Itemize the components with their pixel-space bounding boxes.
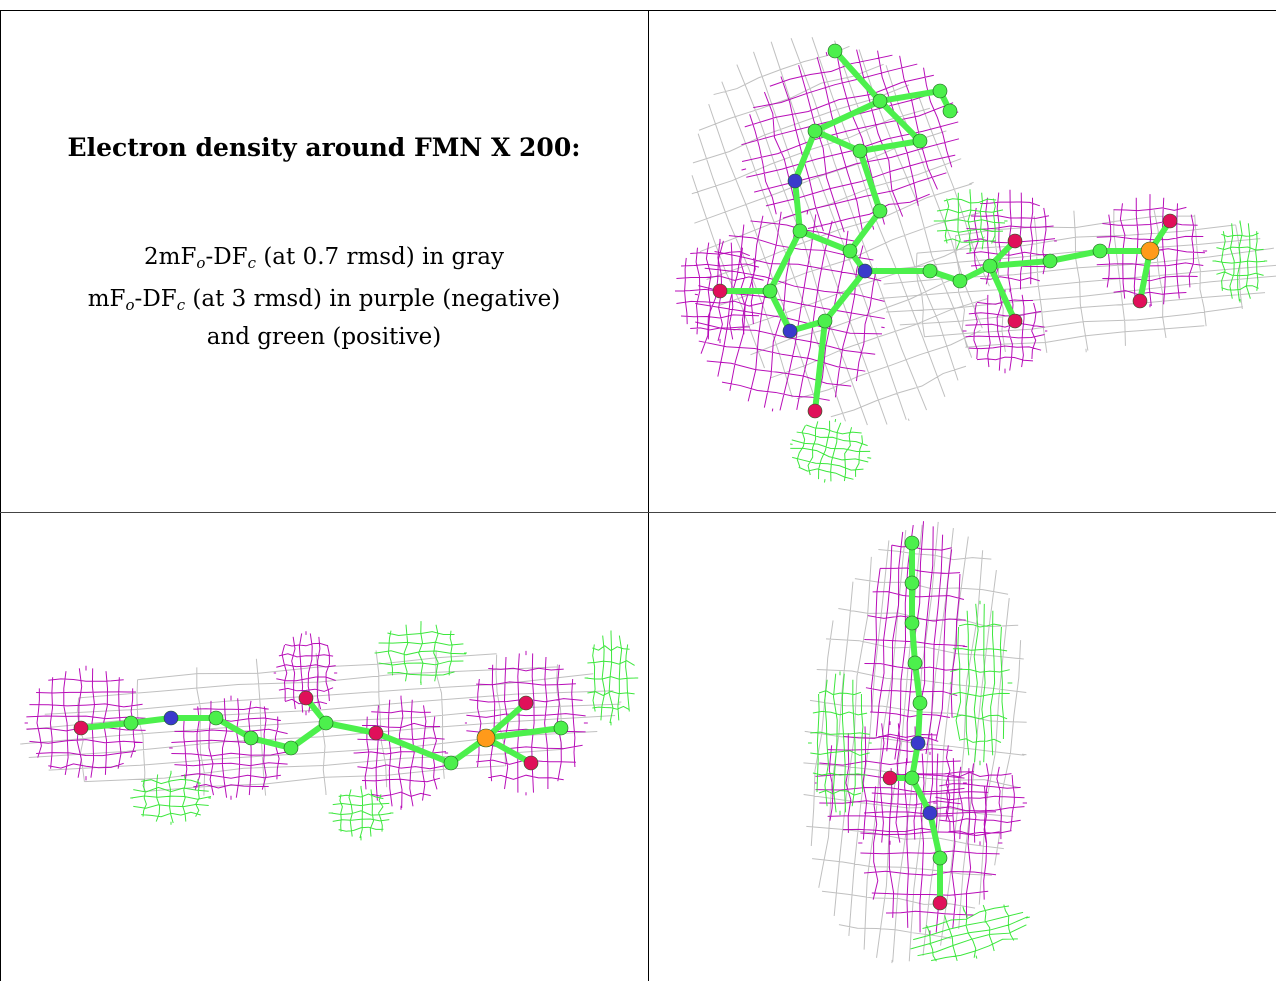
atom <box>243 730 259 746</box>
atom <box>904 575 920 591</box>
caption-line-1: 2mFo-DFc (at 0.7 rmsd) in gray <box>0 240 648 280</box>
atom <box>1092 243 1108 259</box>
atom <box>872 203 888 219</box>
caption-line-1-b: -DF <box>205 244 248 270</box>
density-panel-bottom-left <box>1 513 648 981</box>
atom <box>907 655 923 671</box>
density-mesh <box>169 695 293 800</box>
atom <box>73 720 89 736</box>
fmn-density-view-3-icon <box>803 521 1030 964</box>
atom <box>904 535 920 551</box>
atom <box>1007 313 1023 329</box>
caption-line-1-rest: (at 0.7 rmsd) in gray <box>256 244 504 270</box>
atom <box>1140 241 1160 261</box>
density-panel-top-right <box>650 11 1276 511</box>
atom <box>852 143 868 159</box>
density-mesh <box>879 209 1276 353</box>
caption-line-1-b-sub: c <box>247 254 257 272</box>
caption-line-3: and green (positive) <box>206 324 442 350</box>
atom <box>523 755 539 771</box>
atom <box>1162 213 1178 229</box>
atom <box>476 728 496 748</box>
density-mesh <box>464 650 588 796</box>
atom <box>904 615 920 631</box>
caption-line-2-b: -DF <box>134 286 177 312</box>
atom <box>163 710 179 726</box>
atom <box>298 690 314 706</box>
atom <box>904 770 920 786</box>
atom <box>807 403 823 419</box>
grid-rule-middle-horizontal <box>0 512 1276 513</box>
density-mesh <box>1212 220 1268 303</box>
density-mesh <box>130 770 212 825</box>
caption-cell: Electron density around FMN X 200: 2mFo-… <box>0 0 648 512</box>
density-mesh <box>374 621 467 685</box>
density-mesh <box>933 189 1008 253</box>
atom <box>922 263 938 279</box>
atom <box>787 173 803 189</box>
density-mesh <box>584 630 639 726</box>
atom <box>857 263 873 279</box>
atom <box>1042 253 1058 269</box>
atom <box>782 323 798 339</box>
density-mesh <box>328 785 394 841</box>
atom <box>910 735 926 751</box>
atom <box>842 243 858 259</box>
atom <box>123 715 139 731</box>
atom <box>208 710 224 726</box>
atom <box>762 283 778 299</box>
density-panel-bottom-right <box>650 513 1276 981</box>
caption-line-2-a-sub: o <box>125 296 135 314</box>
atom <box>827 43 843 59</box>
atom <box>553 720 569 736</box>
atom <box>712 283 728 299</box>
caption-line-2: mFo-DFc (at 3 rmsd) in purple (negative) <box>0 282 648 322</box>
atom <box>952 273 968 289</box>
caption-line-2-rest: (at 3 rmsd) in purple (negative) <box>185 286 561 312</box>
atom <box>807 123 823 139</box>
atom <box>932 850 948 866</box>
atom <box>942 103 958 119</box>
atom <box>368 725 384 741</box>
atom <box>283 740 299 756</box>
grid-rule-middle-vertical <box>648 10 649 981</box>
atom <box>518 695 534 711</box>
atom <box>932 83 948 99</box>
atom <box>882 770 898 786</box>
density-mesh <box>741 49 960 233</box>
grid-rule-top <box>0 10 1276 11</box>
caption-title: Electron density around FMN X 200: <box>67 133 581 162</box>
atom <box>912 695 928 711</box>
caption-line-2-b-sub: c <box>176 296 186 314</box>
atom <box>932 895 948 911</box>
caption-line-1-a: 2mF <box>144 244 197 270</box>
density-mesh <box>949 600 1013 766</box>
caption-line-1-a-sub: o <box>196 254 206 272</box>
density-mesh <box>790 419 872 483</box>
fmn-density-view-1-icon <box>674 37 1276 483</box>
atom <box>443 755 459 771</box>
atom <box>912 133 928 149</box>
atom <box>1132 293 1148 309</box>
atom <box>872 93 888 109</box>
density-mesh <box>910 904 1030 962</box>
atom <box>922 805 938 821</box>
atom <box>982 258 998 274</box>
fmn-density-view-2-icon <box>20 621 639 841</box>
caption-line-2-a: mF <box>87 286 126 312</box>
atom <box>792 223 808 239</box>
atom <box>817 313 833 329</box>
density-mesh <box>808 671 872 816</box>
atom <box>1007 233 1023 249</box>
atom <box>318 715 334 731</box>
density-mesh <box>273 631 338 716</box>
grid-rule-left <box>0 10 1 981</box>
density-mesh <box>353 695 449 810</box>
